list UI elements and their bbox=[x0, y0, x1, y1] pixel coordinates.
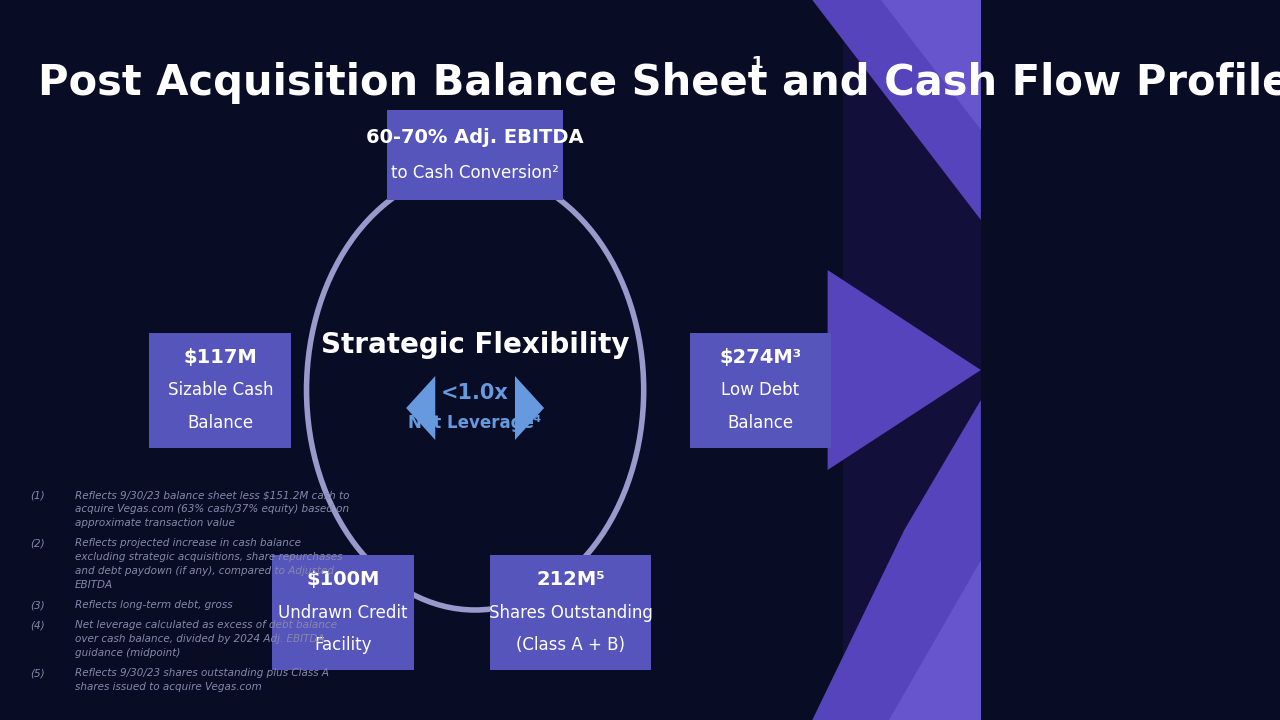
Text: shares issued to acquire Vegas.com: shares issued to acquire Vegas.com bbox=[76, 682, 262, 692]
Text: Reflects projected increase in cash balance: Reflects projected increase in cash bala… bbox=[76, 538, 301, 548]
Text: Net leverage calculated as excess of debt balance: Net leverage calculated as excess of deb… bbox=[76, 620, 337, 630]
FancyBboxPatch shape bbox=[490, 555, 652, 670]
Text: (4): (4) bbox=[31, 620, 45, 630]
Text: $100M: $100M bbox=[306, 570, 380, 589]
Text: (2): (2) bbox=[31, 538, 45, 548]
Text: Shares Outstanding: Shares Outstanding bbox=[489, 603, 653, 621]
Text: 212M⁵: 212M⁵ bbox=[536, 570, 605, 589]
FancyBboxPatch shape bbox=[273, 555, 413, 670]
FancyBboxPatch shape bbox=[690, 333, 832, 448]
Polygon shape bbox=[515, 376, 544, 440]
Text: EBITDA: EBITDA bbox=[76, 580, 113, 590]
Text: Low Debt: Low Debt bbox=[722, 381, 800, 399]
Text: ¹: ¹ bbox=[751, 55, 763, 83]
Text: Balance: Balance bbox=[187, 414, 253, 432]
Text: Balance: Balance bbox=[727, 414, 794, 432]
Text: Reflects long-term debt, gross: Reflects long-term debt, gross bbox=[76, 600, 233, 610]
Text: Facility: Facility bbox=[314, 636, 371, 654]
Polygon shape bbox=[813, 400, 980, 720]
Text: over cash balance, divided by 2024 Adj. EBITDA: over cash balance, divided by 2024 Adj. … bbox=[76, 634, 325, 644]
Polygon shape bbox=[813, 0, 980, 220]
Text: (Class A + B): (Class A + B) bbox=[516, 636, 626, 654]
Text: $274M³: $274M³ bbox=[719, 348, 801, 366]
Text: 60-70% Adj. EBITDA: 60-70% Adj. EBITDA bbox=[366, 127, 584, 146]
Polygon shape bbox=[406, 376, 435, 440]
Text: (5): (5) bbox=[31, 668, 45, 678]
Text: Sizable Cash: Sizable Cash bbox=[168, 381, 273, 399]
FancyBboxPatch shape bbox=[150, 333, 291, 448]
Polygon shape bbox=[888, 560, 980, 720]
Text: <1.0x: <1.0x bbox=[442, 383, 509, 403]
Polygon shape bbox=[881, 0, 980, 130]
Text: excluding strategic acquisitions, share repurchases: excluding strategic acquisitions, share … bbox=[76, 552, 343, 562]
FancyBboxPatch shape bbox=[387, 110, 563, 200]
Text: Reflects 9/30/23 shares outstanding plus Class A: Reflects 9/30/23 shares outstanding plus… bbox=[76, 668, 329, 678]
Text: Strategic Flexibility: Strategic Flexibility bbox=[321, 331, 630, 359]
Polygon shape bbox=[844, 0, 980, 720]
Text: Post Acquisition Balance Sheet and Cash Flow Profile: Post Acquisition Balance Sheet and Cash … bbox=[38, 62, 1280, 104]
Text: $117M: $117M bbox=[183, 348, 257, 366]
Text: and debt paydown (if any), compared to Adjusted: and debt paydown (if any), compared to A… bbox=[76, 566, 334, 576]
Text: Reflects 9/30/23 balance sheet less $151.2M cash to: Reflects 9/30/23 balance sheet less $151… bbox=[76, 490, 349, 500]
Text: Undrawn Credit: Undrawn Credit bbox=[278, 603, 407, 621]
Text: to Cash Conversion²: to Cash Conversion² bbox=[392, 164, 559, 182]
Text: guidance (midpoint): guidance (midpoint) bbox=[76, 648, 180, 658]
Text: (1): (1) bbox=[31, 490, 45, 500]
Text: approximate transaction value: approximate transaction value bbox=[76, 518, 236, 528]
Text: acquire Vegas.com (63% cash/37% equity) based on: acquire Vegas.com (63% cash/37% equity) … bbox=[76, 504, 349, 514]
Text: Net Leverage⁴: Net Leverage⁴ bbox=[408, 414, 541, 432]
Polygon shape bbox=[828, 270, 980, 470]
Text: (3): (3) bbox=[31, 600, 45, 610]
